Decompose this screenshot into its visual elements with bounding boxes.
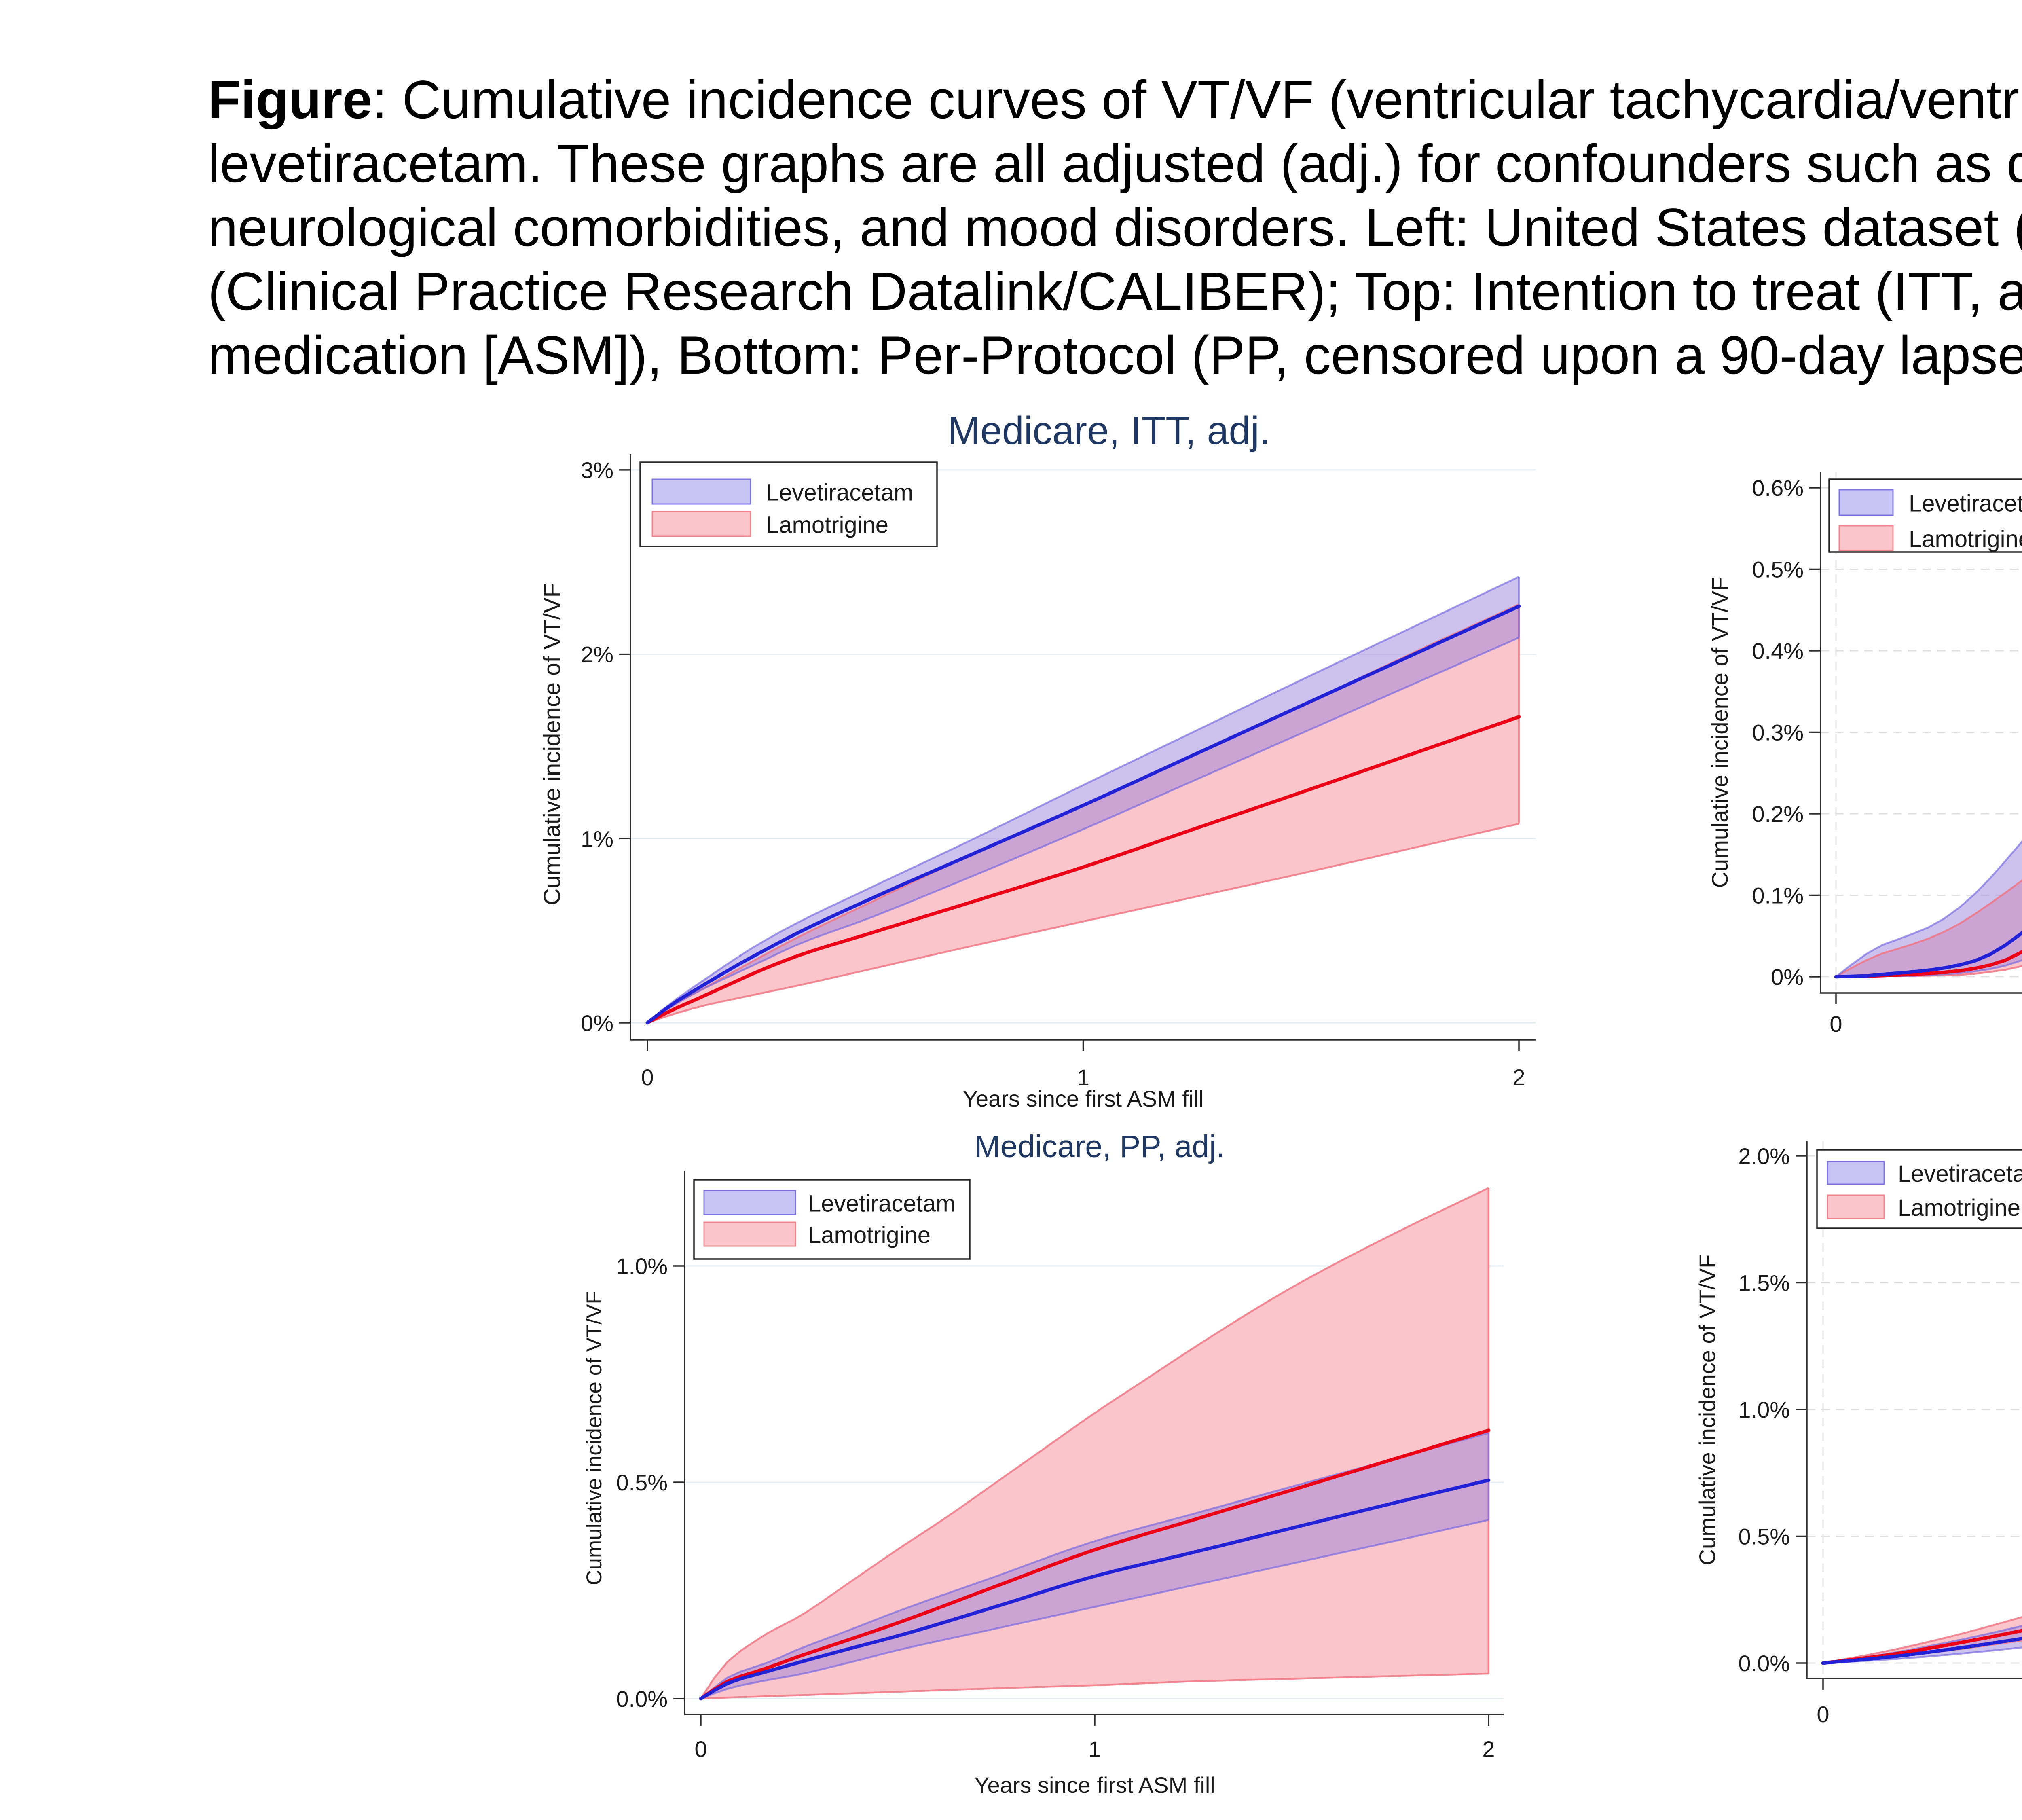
svg-text:Levetiracetam: Levetiracetam [1898,1161,2022,1187]
svg-text:Lamotrigine: Lamotrigine [808,1222,931,1249]
svg-text:0.0%: 0.0% [1738,1651,1790,1676]
svg-text:Medicare, PP, adj.: Medicare, PP, adj. [974,1129,1225,1164]
svg-text:2.0%: 2.0% [1738,1143,1790,1169]
svg-text:0: 0 [641,1064,654,1090]
svg-text:Years since first ASM fill: Years since first ASM fill [963,1086,1203,1111]
svg-text:0.5%: 0.5% [1752,557,1804,582]
svg-text:0: 0 [1830,1011,1842,1037]
svg-text:2: 2 [1482,1736,1495,1762]
svg-text:0.0%: 0.0% [616,1686,668,1712]
svg-text:Medicare, ITT, adj.: Medicare, ITT, adj. [948,408,1270,453]
svg-text:Lamotrigine: Lamotrigine [1909,526,2022,552]
svg-text:1: 1 [1088,1736,1101,1762]
svg-text:Years since first ASM fill: Years since first ASM fill [974,1772,1215,1798]
svg-text:0.6%: 0.6% [1752,475,1804,501]
svg-text:0.2%: 0.2% [1752,801,1804,827]
svg-text:Cumulative incidence of VT/VF: Cumulative incidence of VT/VF [1694,1255,1720,1566]
svg-text:0.5%: 0.5% [616,1470,668,1495]
svg-text:2: 2 [1512,1064,1525,1090]
svg-text:Lamotrigine: Lamotrigine [766,512,888,538]
svg-text:1.5%: 1.5% [1738,1270,1790,1296]
svg-text:1: 1 [1077,1064,1089,1090]
svg-text:Levetiracetam: Levetiracetam [808,1191,955,1217]
svg-text:3%: 3% [581,457,613,483]
svg-text:Cumulative incidence of VT/VF: Cumulative incidence of VT/VF [1707,577,1732,888]
svg-text:0.1%: 0.1% [1752,883,1804,908]
svg-text:1%: 1% [581,826,613,851]
svg-text:2%: 2% [581,642,613,667]
svg-text:0: 0 [694,1736,707,1762]
svg-text:Cumulative incidence of VT/VF: Cumulative incidence of VT/VF [582,1291,606,1585]
svg-text:1.0%: 1.0% [1738,1397,1790,1422]
svg-text:1.0%: 1.0% [616,1253,668,1279]
svg-text:0%: 0% [1771,964,1804,990]
svg-text:Cumulative incidence of VT/VF: Cumulative incidence of VT/VF [539,583,565,905]
svg-text:Levetiracetam: Levetiracetam [766,480,913,506]
svg-text:0: 0 [1817,1701,1829,1727]
svg-text:Lamotrigine: Lamotrigine [1898,1195,2020,1221]
svg-text:Levetiracetam: Levetiracetam [1909,491,2022,517]
svg-text:0.5%: 0.5% [1738,1524,1790,1549]
svg-text:0.4%: 0.4% [1752,638,1804,664]
svg-text:0.3%: 0.3% [1752,720,1804,745]
svg-text:0%: 0% [581,1010,613,1036]
